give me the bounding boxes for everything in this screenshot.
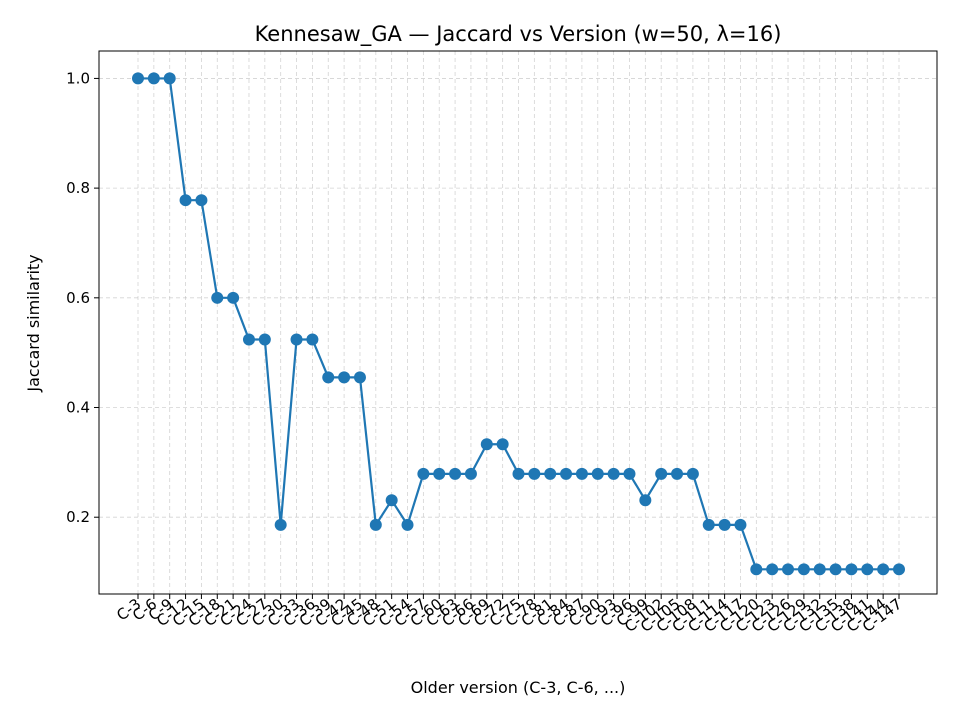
data-point: [686, 467, 699, 480]
y-axis-label: Jaccard similarity: [24, 254, 43, 392]
data-point: [560, 467, 573, 480]
data-point: [750, 563, 763, 576]
data-point: [385, 494, 398, 507]
data-point: [496, 438, 509, 451]
data-point: [671, 467, 684, 480]
data-point: [464, 467, 477, 480]
data-point: [623, 467, 636, 480]
data-point: [258, 333, 271, 346]
data-point: [845, 563, 858, 576]
data-point: [893, 563, 905, 576]
data-point: [433, 467, 446, 480]
data-point: [861, 563, 874, 576]
data-point: [575, 467, 588, 480]
y-tick-label: 0.8: [66, 179, 90, 197]
data-point: [338, 371, 351, 384]
data-point: [734, 518, 747, 531]
data-point: [195, 194, 208, 207]
chart-title: Kennesaw_GA — Jaccard vs Version (w=50, …: [255, 22, 782, 47]
data-point: [449, 467, 462, 480]
data-point: [147, 72, 160, 85]
data-point: [877, 563, 890, 576]
data-point: [766, 563, 779, 576]
data-point: [306, 333, 319, 346]
data-point: [829, 563, 842, 576]
data-point: [369, 518, 382, 531]
x-axis-label: Older version (C-3, C-6, ...): [411, 678, 626, 697]
data-point: [702, 518, 715, 531]
data-point: [797, 563, 810, 576]
data-point: [813, 563, 826, 576]
y-tick-label: 0.6: [66, 289, 90, 307]
data-point: [227, 291, 240, 304]
data-point: [417, 467, 430, 480]
data-point: [639, 494, 652, 507]
data-point: [782, 563, 795, 576]
data-point: [401, 518, 414, 531]
y-tick-label: 0.2: [66, 508, 90, 526]
data-point: [607, 467, 620, 480]
y-tick-label: 1.0: [66, 69, 90, 87]
data-point: [512, 467, 525, 480]
data-point: [242, 333, 255, 346]
data-point: [274, 518, 287, 531]
data-point: [322, 371, 335, 384]
data-point: [163, 72, 176, 85]
data-point: [544, 467, 557, 480]
data-point: [211, 291, 224, 304]
data-point: [480, 438, 493, 451]
data-point: [132, 72, 144, 85]
data-point: [655, 467, 668, 480]
data-point: [353, 371, 366, 384]
data-point: [290, 333, 303, 346]
data-point: [179, 194, 192, 207]
data-point: [718, 518, 731, 531]
plot-frame: [98, 50, 938, 595]
data-point: [528, 467, 541, 480]
data-point: [591, 467, 604, 480]
y-tick-label: 0.4: [66, 399, 90, 417]
